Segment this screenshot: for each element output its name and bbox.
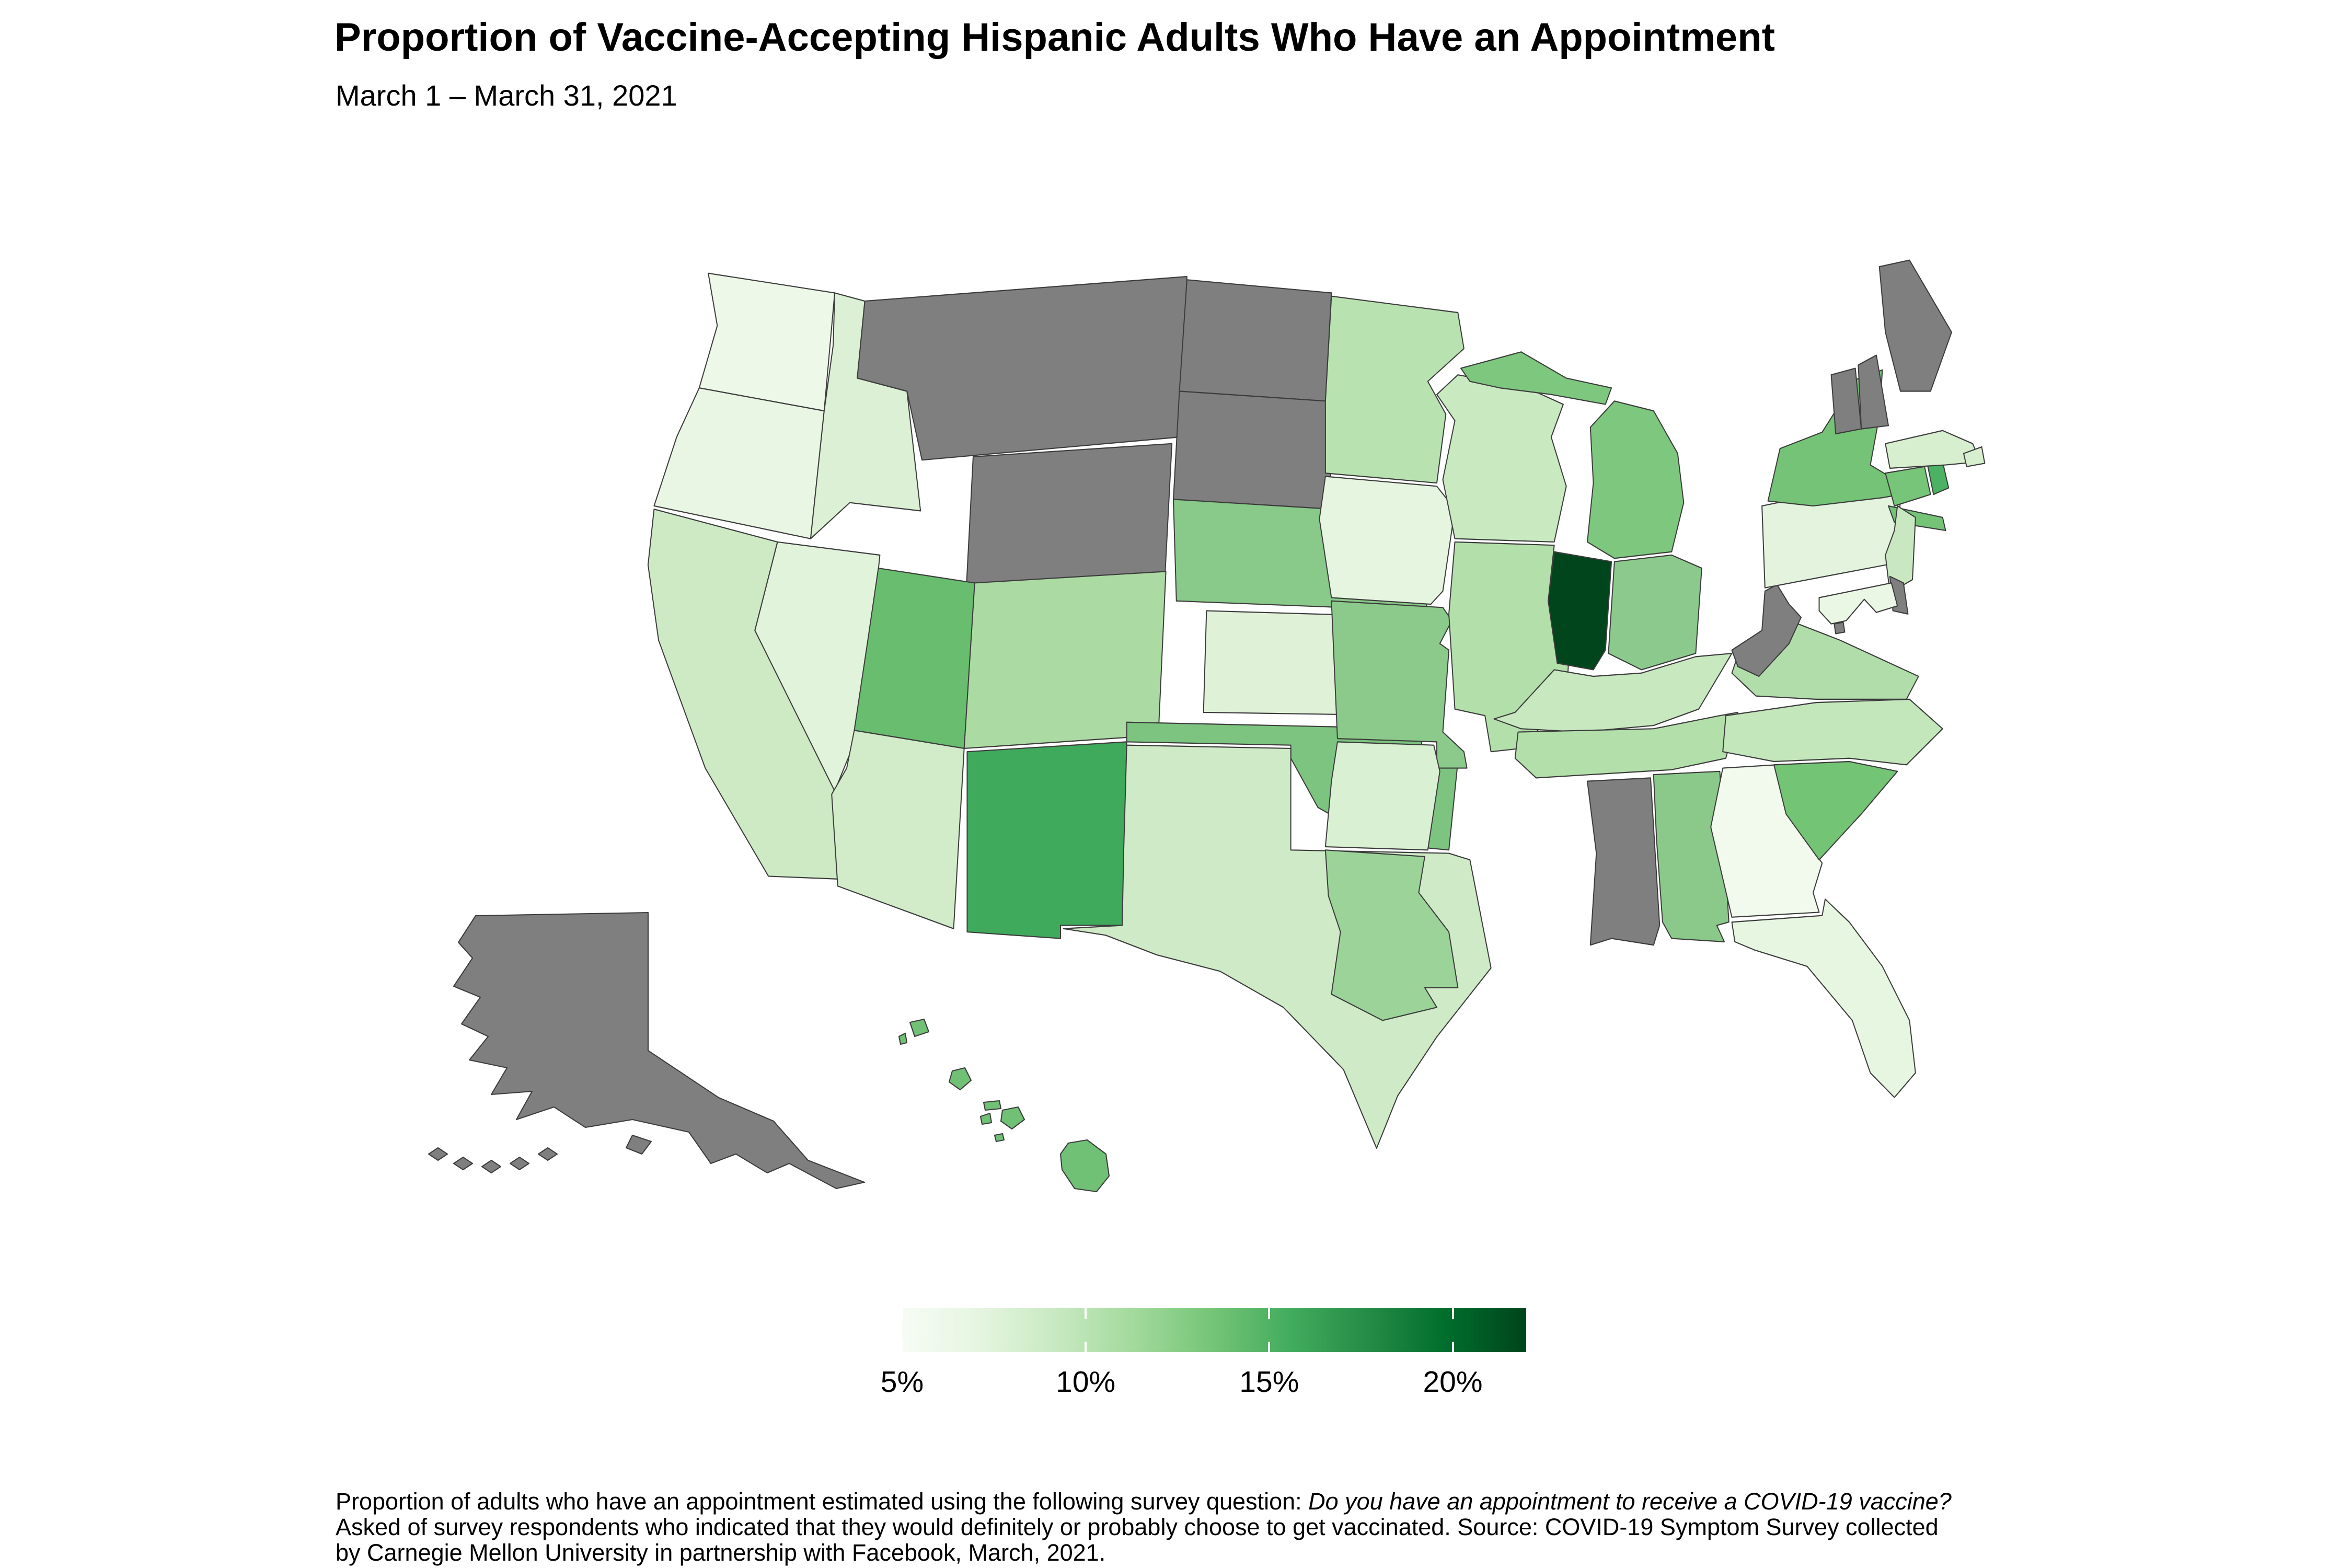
state-AK <box>428 1147 448 1161</box>
state-OR <box>653 387 825 539</box>
chart-subtitle: March 1 – March 31, 2021 <box>336 79 677 112</box>
legend-tick-label: 15% <box>1239 1365 1299 1399</box>
state-TN <box>1514 711 1739 779</box>
caption-line-1: Proportion of adults who have an appoint… <box>336 1488 1952 1515</box>
state-MS <box>1586 777 1661 946</box>
legend-tick-label: 20% <box>1423 1365 1483 1399</box>
caption-line-2: Asked of survey respondents who indicate… <box>336 1514 1939 1540</box>
legend-tick-mark <box>901 1308 903 1319</box>
state-AK <box>453 1156 474 1171</box>
state-AZ <box>831 730 965 929</box>
state-AK <box>509 1156 530 1171</box>
state-OH <box>1608 554 1702 671</box>
us-choropleth-map <box>428 259 1986 1193</box>
legend-tick-mark <box>1268 1342 1271 1352</box>
state-MT <box>857 275 1187 461</box>
state-NC <box>1722 698 1943 766</box>
state-ND <box>1179 279 1332 402</box>
legend-tick-label: 5% <box>880 1365 924 1399</box>
state-AK <box>453 912 866 1190</box>
state-VT <box>1830 367 1862 435</box>
state-IN <box>1548 551 1612 671</box>
state-AK <box>537 1147 558 1161</box>
state-NM <box>966 741 1127 939</box>
state-NH <box>1858 354 1889 430</box>
state-MD <box>1818 582 1898 625</box>
legend-gradient-bar <box>902 1308 1526 1352</box>
legend-tick-mark <box>1085 1342 1087 1352</box>
state-RI <box>1927 461 1950 495</box>
state-MI <box>1460 351 1612 405</box>
state-WI <box>1436 374 1567 543</box>
caption-line-3: by Carnegie Mellon University in partner… <box>336 1539 1106 1566</box>
state-HI <box>948 1067 972 1091</box>
state-AR <box>1324 741 1440 851</box>
state-HI <box>994 1133 1005 1143</box>
state-MA <box>1963 446 1986 467</box>
state-SC <box>1773 760 1898 861</box>
legend-tick-label: 10% <box>1056 1365 1116 1399</box>
legend-tick-mark <box>1085 1308 1087 1319</box>
state-CT <box>1885 466 1931 507</box>
state-HI <box>898 1032 908 1045</box>
state-HI <box>1059 1139 1110 1193</box>
state-HI <box>1000 1106 1025 1130</box>
state-SD <box>1172 390 1334 510</box>
state-IA <box>1319 476 1456 605</box>
state-ME <box>1878 259 1952 392</box>
state-AK <box>625 1134 652 1155</box>
state-AK <box>481 1159 502 1174</box>
state-HI <box>983 1100 1002 1111</box>
legend-tick-mark <box>1268 1308 1271 1319</box>
chart-title: Proportion of Vaccine-Accepting Hispanic… <box>335 15 1775 60</box>
state-WA <box>698 272 836 412</box>
state-MN <box>1324 295 1465 484</box>
state-WV <box>1731 584 1802 677</box>
source-caption: Proportion of adults who have an appoint… <box>336 1489 2175 1565</box>
legend-tick-mark <box>1451 1308 1454 1319</box>
state-MI <box>1586 400 1685 559</box>
state-LA <box>1324 849 1459 1021</box>
legend-tick-mark <box>1451 1342 1454 1352</box>
state-DC <box>1834 621 1846 635</box>
state-HI <box>909 1018 930 1037</box>
state-FL <box>1731 898 1916 1098</box>
state-TX <box>1063 744 1492 1149</box>
legend-tick-mark <box>901 1342 903 1352</box>
color-legend: 5% 10% 15% 20% <box>881 1308 1526 1399</box>
caption-survey-question: Do you have an appointment to receive a … <box>1308 1488 1952 1515</box>
state-HI <box>979 1112 993 1125</box>
